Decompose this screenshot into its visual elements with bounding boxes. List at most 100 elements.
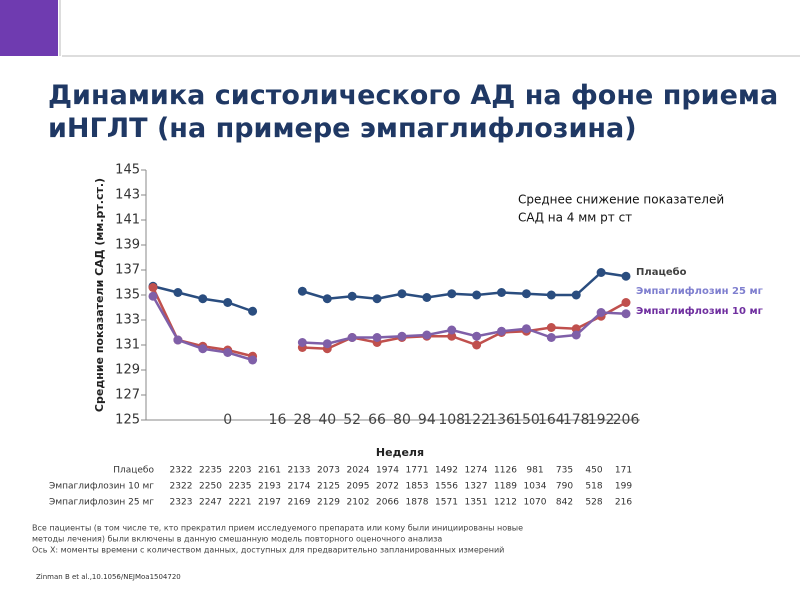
risk-value: 2095 bbox=[347, 482, 370, 492]
risk-value: 2066 bbox=[376, 498, 399, 508]
risk-value: 1274 bbox=[465, 466, 488, 476]
point bbox=[422, 293, 432, 302]
risk-value: 2072 bbox=[376, 482, 399, 492]
point bbox=[621, 271, 631, 281]
point bbox=[173, 335, 183, 345]
x-tick-label: 178 bbox=[563, 412, 590, 428]
risk-value: 2323 bbox=[170, 498, 193, 508]
risk-value: 2250 bbox=[199, 482, 222, 492]
x-tick-label: 40 bbox=[318, 412, 336, 428]
point bbox=[347, 333, 357, 342]
series-line bbox=[152, 271, 627, 313]
point bbox=[297, 338, 307, 347]
point bbox=[198, 294, 208, 304]
x-tick-label: 16 bbox=[269, 412, 287, 428]
risk-value: 1556 bbox=[435, 482, 458, 492]
point bbox=[198, 344, 208, 354]
series-label: Эмпаглифлозин 10 мг bbox=[636, 305, 763, 317]
point bbox=[596, 268, 606, 277]
risk-value: 2235 bbox=[199, 466, 222, 476]
point bbox=[397, 331, 407, 341]
risk-value: 450 bbox=[585, 466, 602, 476]
risk-value: 1771 bbox=[406, 466, 429, 476]
y-tick-label: 131 bbox=[115, 338, 140, 353]
risk-value: 518 bbox=[585, 482, 602, 492]
risk-value: 1878 bbox=[406, 498, 429, 508]
x-tick-label: 192 bbox=[588, 412, 615, 428]
point bbox=[447, 325, 457, 335]
risk-value: 1853 bbox=[406, 482, 429, 492]
x-axis-label: Неделя bbox=[376, 446, 424, 459]
risk-value: 2322 bbox=[170, 482, 193, 492]
risk-value: 199 bbox=[615, 482, 632, 492]
x-tick-label: 150 bbox=[513, 412, 540, 428]
risk-row-name: Плацебо bbox=[113, 466, 154, 476]
y-tick-label: 127 bbox=[115, 388, 140, 403]
x-tick-label: 206 bbox=[613, 412, 640, 428]
note: методы лечения) были включены в данную с… bbox=[32, 535, 442, 544]
point bbox=[223, 298, 233, 307]
point bbox=[347, 291, 357, 301]
risk-row-name: Эмпаглифлозин 25 мг bbox=[49, 498, 154, 508]
risk-value: 735 bbox=[556, 466, 573, 476]
point bbox=[497, 288, 507, 297]
risk-value: 1492 bbox=[435, 466, 458, 476]
x-tick-label: 52 bbox=[343, 412, 361, 428]
risk-value: 2102 bbox=[347, 498, 370, 508]
risk-value: 2322 bbox=[170, 466, 193, 476]
note: Ось X: моменты времени с количеством дан… bbox=[32, 546, 504, 555]
corner-square bbox=[0, 0, 58, 56]
risk-value: 2125 bbox=[317, 482, 340, 492]
risk-value: 2073 bbox=[317, 466, 340, 476]
risk-value: 2169 bbox=[288, 498, 311, 508]
risk-value: 1351 bbox=[465, 498, 488, 508]
point bbox=[422, 330, 432, 340]
risk-value: 1974 bbox=[376, 466, 399, 476]
x-tick-label: 94 bbox=[418, 412, 436, 428]
point bbox=[372, 294, 382, 304]
y-tick-label: 133 bbox=[115, 313, 140, 328]
risk-value: 2161 bbox=[258, 466, 281, 476]
point bbox=[521, 324, 531, 334]
risk-value: 2024 bbox=[347, 466, 370, 476]
point bbox=[322, 339, 332, 349]
risk-value: 790 bbox=[556, 482, 573, 492]
point bbox=[248, 355, 258, 365]
point bbox=[472, 340, 482, 350]
risk-value: 2197 bbox=[258, 498, 281, 508]
point bbox=[521, 289, 531, 299]
citation: Zinman B et al.,10.1056/NEJMoa1504720 bbox=[36, 573, 181, 581]
note: Все пациенты (в том числе те, кто прекра… bbox=[32, 524, 523, 533]
risk-value: 2174 bbox=[288, 482, 311, 492]
y-tick-label: 135 bbox=[115, 288, 140, 303]
point bbox=[372, 333, 382, 342]
x-tick-label: 0 bbox=[223, 412, 232, 428]
point bbox=[297, 286, 307, 296]
risk-value: 2221 bbox=[229, 498, 252, 508]
risk-value: 2203 bbox=[229, 466, 252, 476]
risk-value: 2133 bbox=[288, 466, 311, 476]
x-tick-label: 108 bbox=[438, 412, 465, 428]
point bbox=[322, 294, 332, 304]
point bbox=[621, 298, 631, 307]
risk-value: 171 bbox=[615, 466, 632, 476]
risk-value: 2235 bbox=[229, 482, 252, 492]
point bbox=[472, 331, 482, 341]
point bbox=[571, 290, 581, 300]
point bbox=[546, 323, 556, 332]
risk-value: 1571 bbox=[435, 498, 458, 508]
point bbox=[173, 288, 183, 297]
series-line bbox=[151, 286, 627, 358]
risk-value: 842 bbox=[556, 498, 573, 508]
risk-value: 528 bbox=[585, 498, 602, 508]
series-label: Эмпаглифлозин 25 мг bbox=[636, 285, 763, 297]
y-tick-label: 141 bbox=[115, 213, 140, 228]
risk-value: 216 bbox=[615, 498, 632, 508]
point bbox=[546, 290, 556, 300]
point bbox=[148, 291, 158, 301]
x-tick-label: 122 bbox=[463, 412, 490, 428]
risk-value: 1327 bbox=[465, 482, 488, 492]
risk-value: 1070 bbox=[524, 498, 547, 508]
y-tick-label: 143 bbox=[115, 188, 140, 203]
